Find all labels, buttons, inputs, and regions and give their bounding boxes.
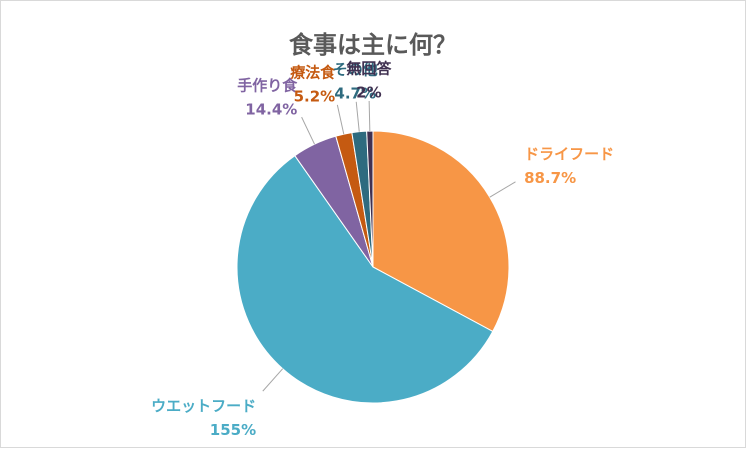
data-label-value: 5.2% [294, 88, 336, 106]
leader-line [355, 101, 360, 132]
leader-line [301, 116, 315, 145]
chart-title: 食事は主に何？ [289, 31, 457, 59]
pie-slice [236, 154, 494, 404]
data-label-name: 手作り食 [237, 77, 298, 95]
data-label-name: ドライフード [524, 145, 614, 163]
leader-line [368, 101, 371, 132]
pie-slice [372, 130, 510, 333]
data-label-name: 無回答 [346, 60, 392, 78]
data-label-name: 療法食 [290, 64, 336, 82]
leader-line [489, 181, 516, 198]
data-label-value: 14.4% [245, 101, 297, 119]
data-label-value: 88.7% [524, 169, 576, 187]
leader-line [262, 368, 284, 392]
data-label-value: 155% [210, 421, 256, 439]
data-label-value: 2% [356, 84, 381, 102]
leader-line [336, 104, 345, 135]
data-label-name: ウエットフード [151, 397, 256, 415]
data-label-name: その他 [333, 60, 378, 78]
data-label-value: 4.7% [334, 84, 376, 102]
